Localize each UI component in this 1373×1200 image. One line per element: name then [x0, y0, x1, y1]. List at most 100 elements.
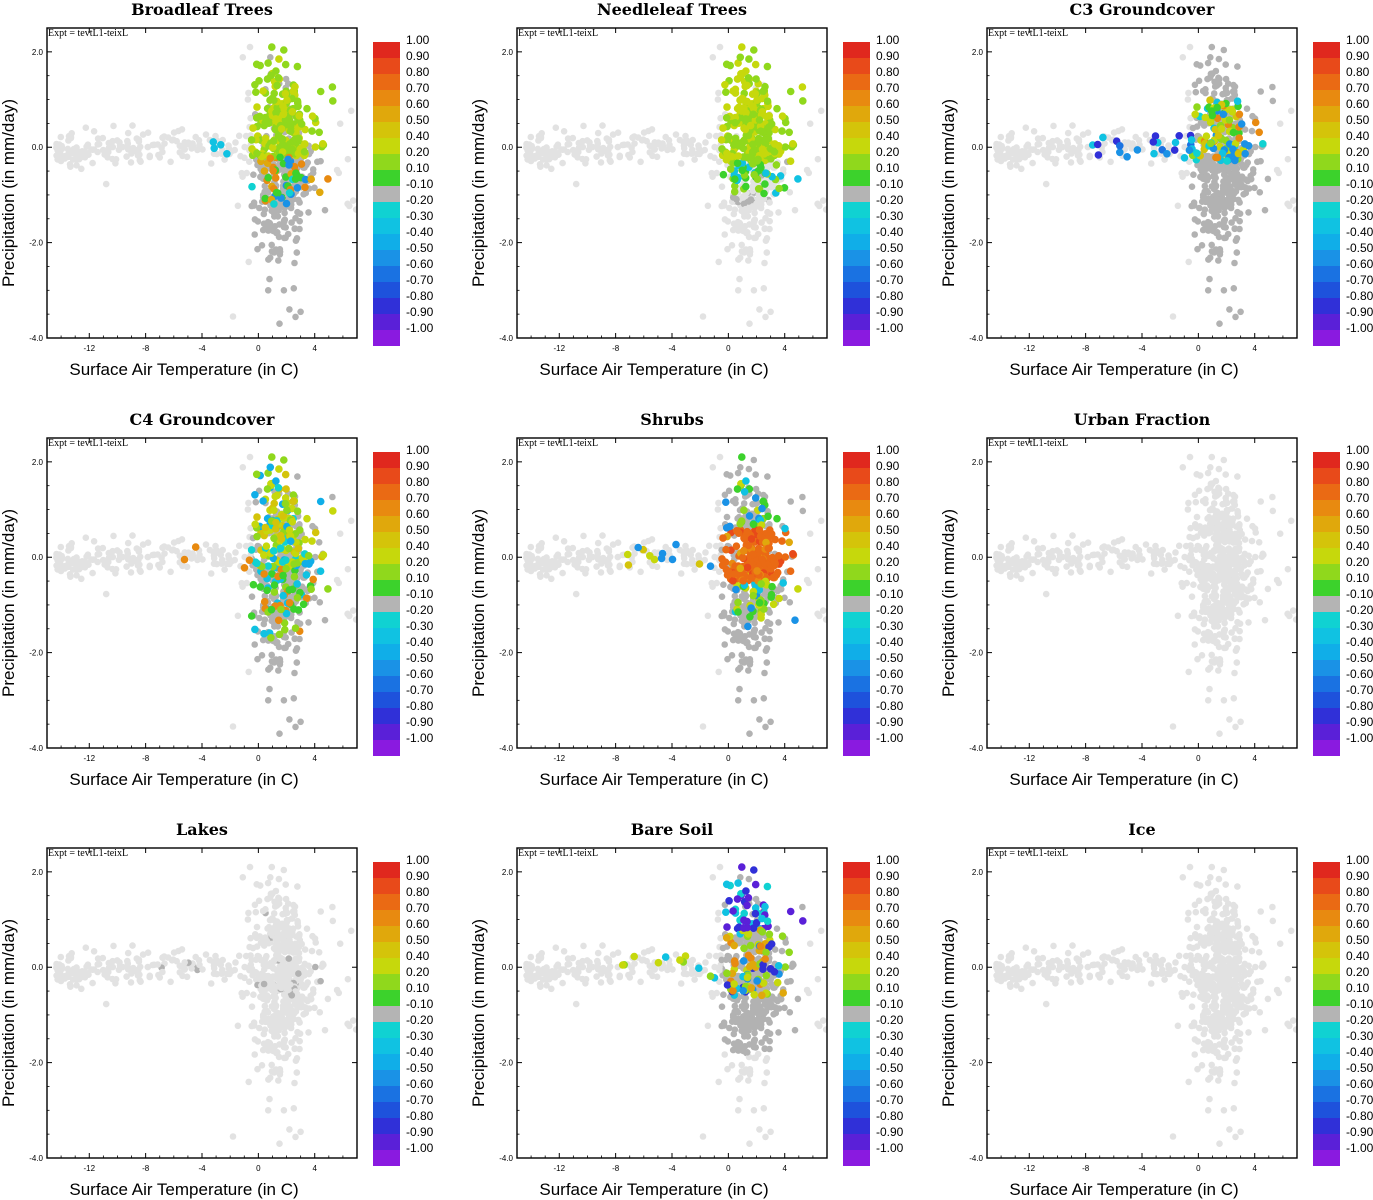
colorbar-label: 0.90: [876, 49, 900, 63]
data-point: [281, 60, 290, 69]
data-point: [57, 133, 65, 141]
colorbar-label: -0.60: [876, 257, 904, 271]
data-point: [1191, 110, 1199, 119]
data-point: [738, 553, 747, 562]
data-point: [711, 553, 718, 561]
data-point: [344, 155, 352, 163]
data-point: [127, 569, 135, 576]
data-point: [261, 194, 270, 203]
colorbar-label: 0.10: [406, 161, 430, 175]
colorbar: 1.000.900.800.700.600.500.400.200.10-0.1…: [1313, 33, 1373, 346]
data-point: [1237, 565, 1245, 573]
data-point: [253, 559, 261, 568]
data-point: [1269, 97, 1277, 105]
data-point: [730, 220, 738, 227]
data-point: [282, 564, 290, 573]
colorbar-swatch: [1313, 314, 1340, 330]
data-point: [1188, 546, 1195, 554]
data-point: [292, 214, 299, 222]
data-point: [589, 553, 596, 561]
data-point: [1206, 96, 1214, 104]
data-point: [1203, 597, 1211, 605]
colorbar-label: -0.30: [406, 209, 434, 223]
colorbar-swatch: [373, 154, 400, 170]
colorbar-label: 0.10: [406, 571, 430, 585]
data-point: [1229, 498, 1237, 505]
data-point: [764, 134, 773, 143]
data-point: [1264, 175, 1272, 183]
colorbar-label: 0.80: [876, 65, 900, 79]
data-point: [258, 652, 266, 659]
data-point: [79, 563, 86, 571]
data-point: [1238, 583, 1246, 590]
data-point: [677, 570, 685, 577]
data-point: [144, 143, 152, 151]
data-point: [155, 151, 162, 159]
data-point: [582, 570, 589, 577]
data-point: [704, 612, 712, 620]
data-point: [752, 75, 760, 83]
points-layer: [993, 453, 1297, 737]
data-point: [1123, 153, 1131, 161]
data-point: [274, 616, 283, 625]
data-point: [1180, 154, 1189, 162]
data-point: [602, 556, 609, 564]
colorbar-swatch: [843, 548, 870, 564]
data-point: [693, 150, 701, 158]
data-point: [1215, 484, 1222, 492]
data-point: [1147, 160, 1155, 167]
data-point: [1149, 138, 1158, 146]
data-point: [768, 582, 776, 591]
data-point: [1222, 234, 1229, 242]
data-point: [744, 74, 753, 82]
data-point: [537, 544, 545, 552]
data-point: [742, 67, 750, 75]
data-point: [1213, 103, 1221, 112]
data-point: [194, 556, 201, 564]
data-point: [1238, 530, 1245, 538]
data-point: [1193, 513, 1201, 521]
data-point: [1072, 146, 1079, 154]
data-point: [1256, 599, 1264, 606]
colorbar-swatch: [843, 708, 870, 724]
data-point: [1230, 695, 1238, 702]
data-point: [268, 143, 277, 152]
data-point: [285, 116, 294, 124]
data-point: [1224, 196, 1232, 203]
panel-title: Needleleaf Trees: [597, 0, 747, 19]
data-point: [282, 634, 290, 641]
expt-label: Expt = tevtL1-teixL: [988, 438, 1068, 449]
data-point: [1172, 549, 1179, 556]
data-point: [616, 153, 623, 161]
data-point: [734, 598, 742, 607]
data-point: [625, 151, 632, 159]
x-tick-label: -8: [1082, 754, 1090, 763]
data-point: [1226, 526, 1233, 534]
data-point: [997, 543, 1005, 551]
data-point: [767, 593, 776, 602]
data-point: [282, 199, 291, 208]
data-point: [1024, 551, 1032, 558]
x-tick-label: -4: [1138, 344, 1146, 353]
data-point: [160, 543, 168, 550]
data-point: [1215, 74, 1222, 82]
data-point: [819, 607, 827, 614]
colorbar-label: -0.60: [406, 257, 434, 271]
data-point: [264, 697, 272, 704]
data-point: [1216, 661, 1224, 668]
data-point: [744, 541, 753, 550]
data-point: [282, 224, 290, 231]
data-point: [221, 156, 228, 163]
y-tick-label: -4.0: [499, 334, 513, 343]
data-point: [1225, 545, 1233, 552]
data-point: [1215, 542, 1222, 549]
colorbar-swatch: [843, 138, 870, 154]
data-point: [771, 125, 779, 134]
data-point: [1257, 157, 1264, 165]
data-point: [1039, 544, 1047, 552]
plot-frame: [986, 437, 1298, 749]
data-point: [255, 614, 263, 622]
x-tick-label: 0: [256, 344, 261, 353]
colorbar-swatch: [843, 644, 870, 660]
